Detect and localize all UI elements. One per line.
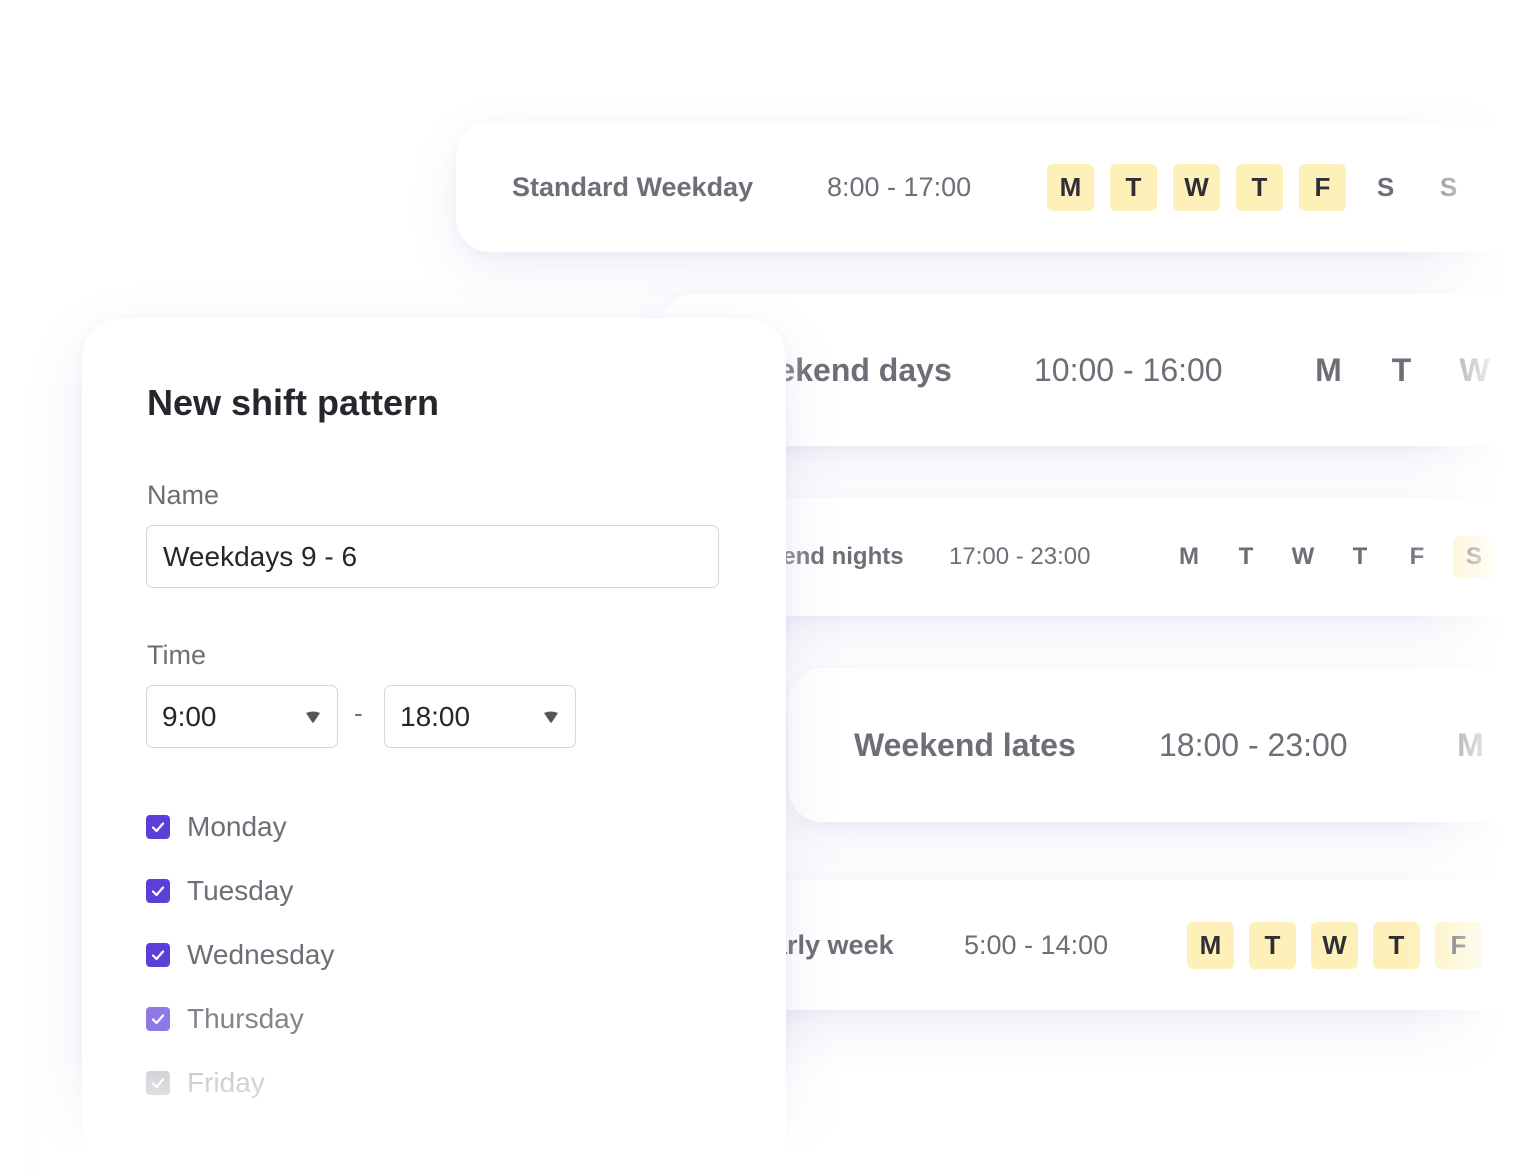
name-input[interactable] [146, 525, 719, 588]
day-pill: T [1236, 163, 1283, 211]
day-checkbox-label: Friday [187, 1067, 265, 1098]
start-time-select[interactable]: 9:00 [146, 685, 338, 748]
day-pill: M [1187, 921, 1234, 969]
day-checkbox-monday[interactable]: Monday [146, 811, 287, 843]
day-checkbox-tuesday[interactable]: Tuesday [146, 875, 293, 907]
day-pill: T [1352, 543, 1368, 570]
day-checkbox-wednesday[interactable]: Wednesday [146, 939, 334, 971]
shift-card-time: 10:00 - 16:00 [1034, 351, 1223, 388]
shift-card-name: Weekend lates [854, 726, 1076, 763]
caret-down-icon [304, 710, 322, 724]
day-pill: T [1238, 543, 1254, 570]
day-pill: F [1299, 163, 1346, 211]
shift-card-weekend-lates[interactable]: Weekend lates 18:00 - 23:00 M [788, 668, 1536, 822]
time-separator: - [354, 698, 363, 728]
checkmark-icon[interactable] [146, 879, 170, 903]
day-checkbox-label: Tuesday [187, 875, 294, 906]
day-pill: W [1173, 163, 1220, 211]
shift-card-time: 17:00 - 23:00 [949, 543, 1091, 570]
day-pill: S [1376, 171, 1395, 202]
checkmark-icon[interactable] [146, 1007, 170, 1031]
day-pill: M [1047, 163, 1094, 211]
day-pill: M [1315, 351, 1342, 388]
day-pill: T [1110, 163, 1157, 211]
new-shift-pattern-panel: New shift pattern Name Time 9:00 - 18:00… [82, 318, 786, 1176]
end-time-value: 18:00 [400, 700, 471, 732]
day-pill: W [1459, 351, 1490, 388]
name-label: Name [147, 480, 220, 510]
shift-card-time: 8:00 - 17:00 [827, 171, 972, 202]
shift-card-name: Standard Weekday [512, 171, 754, 202]
checkmark-icon[interactable] [146, 815, 170, 839]
end-time-select[interactable]: 18:00 [384, 685, 576, 748]
day-checkbox-label: Wednesday [187, 939, 335, 970]
shift-card-days: M [1448, 720, 1493, 770]
day-pill: M [1179, 543, 1199, 570]
day-pill: M [1457, 726, 1484, 763]
day-checkbox-thursday[interactable]: Thursday [146, 1003, 304, 1035]
day-checkbox-label: Thursday [187, 1003, 304, 1034]
checkmark-icon[interactable] [146, 1071, 170, 1095]
day-pill: F [1435, 921, 1482, 969]
caret-down-icon [542, 710, 560, 724]
shift-card-time: 18:00 - 23:00 [1159, 726, 1348, 763]
day-checkbox-label: Monday [187, 811, 287, 842]
time-label: Time [147, 640, 206, 670]
day-pill: S [1439, 171, 1458, 202]
checkmark-icon[interactable] [146, 943, 170, 967]
day-pill: T [1391, 351, 1412, 388]
day-checkbox-friday[interactable]: Friday [146, 1067, 265, 1099]
day-pill: W [1311, 921, 1358, 969]
day-pill: T [1249, 921, 1296, 969]
day-pill: S [1453, 536, 1495, 578]
day-pill: T [1373, 921, 1420, 969]
form-title: New shift pattern [147, 382, 440, 423]
day-pill: W [1291, 543, 1315, 570]
day-pill: F [1409, 543, 1425, 570]
shift-card-time: 5:00 - 14:00 [964, 929, 1109, 960]
start-time-value: 9:00 [162, 700, 217, 732]
